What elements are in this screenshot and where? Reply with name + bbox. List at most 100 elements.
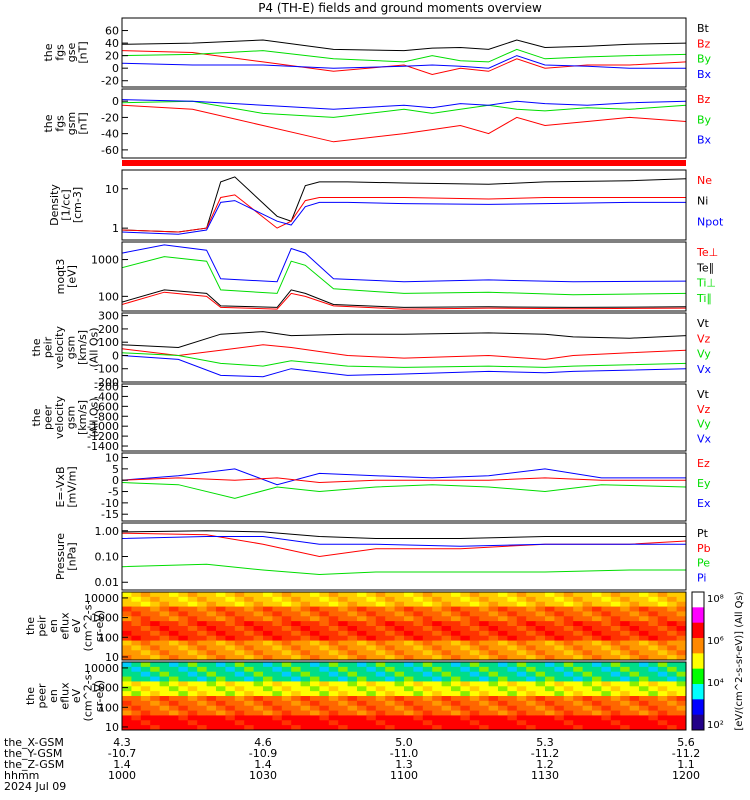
heatmap-cell	[347, 626, 358, 632]
heatmap-cell	[178, 696, 189, 702]
heatmap-cell	[516, 662, 527, 668]
y-tick-label: 1000	[91, 612, 119, 625]
heatmap-cell	[253, 640, 264, 646]
heatmap-cell	[244, 630, 255, 637]
heatmap-cell	[122, 630, 132, 637]
heatmap-cell	[357, 616, 367, 622]
heatmap-cell	[159, 635, 170, 642]
heatmap-cell	[667, 606, 678, 612]
heatmap-cell	[244, 596, 255, 603]
heatmap-cell	[225, 725, 236, 731]
heatmap-cell	[122, 621, 132, 627]
heatmap-cell	[263, 616, 273, 622]
y-tick-label: 40	[105, 37, 119, 50]
heatmap-cell	[620, 691, 631, 697]
heatmap-cell	[122, 596, 132, 603]
heatmap-cell	[554, 611, 565, 617]
heatmap-cell	[667, 705, 678, 712]
heatmap-cell	[131, 630, 142, 637]
heatmap-cell	[535, 630, 546, 637]
heatmap-cell	[667, 616, 678, 622]
heatmap-cell	[413, 655, 424, 661]
heatmap-cell	[676, 666, 687, 673]
heatmap-cell	[629, 630, 640, 637]
heatmap-cell	[178, 655, 189, 661]
heatmap-cell	[592, 606, 602, 612]
heatmap-cell	[366, 671, 377, 678]
heatmap-cell	[422, 705, 433, 712]
heatmap-cell	[310, 611, 320, 617]
heatmap-cell	[319, 621, 330, 627]
heatmap-cell	[122, 715, 132, 721]
heatmap-cell	[150, 705, 161, 712]
heatmap-cell	[140, 696, 151, 702]
heatmap-cell	[554, 630, 565, 637]
heatmap-cell	[206, 725, 217, 731]
heatmap-cell	[263, 676, 273, 682]
series-line-black	[121, 289, 687, 308]
heatmap-cell	[357, 662, 367, 668]
heatmap-cell	[573, 720, 584, 726]
heatmap-cell	[253, 601, 264, 608]
heatmap-cell	[197, 601, 208, 608]
heatmap-cell	[573, 592, 584, 598]
heatmap-cell	[385, 681, 396, 687]
heatmap-cell	[610, 596, 621, 603]
y-axis-label-line: fgs	[54, 44, 67, 61]
heatmap-cell	[263, 611, 273, 617]
heatmap-cell	[197, 691, 208, 697]
series-line-red	[121, 344, 687, 360]
heatmap-cell	[328, 671, 339, 678]
series-line-green	[121, 482, 687, 499]
heatmap-cell	[197, 671, 208, 678]
heatmap-cell	[469, 592, 480, 598]
colorbar-tick-label: 10⁸	[707, 594, 724, 605]
heatmap-cell	[432, 630, 443, 637]
heatmap-cell	[516, 715, 527, 721]
heatmap-cell	[404, 696, 414, 702]
heatmap-cell	[563, 686, 574, 692]
heatmap-cell	[347, 650, 358, 656]
series-line-black	[121, 39, 687, 52]
heatmap-cell	[545, 640, 555, 646]
heatmap-cell	[206, 666, 217, 673]
heatmap-cell	[573, 606, 584, 612]
heatmap-cell	[639, 606, 649, 612]
heatmap-cell	[639, 626, 649, 632]
legend-Bx: Bx	[697, 68, 712, 81]
heatmap-cell	[310, 666, 320, 673]
heatmap-cell	[545, 630, 555, 637]
colorbar-tick-label: 10²	[707, 720, 724, 731]
heatmap-cell	[319, 700, 330, 707]
y-axis-label-line: peer	[42, 405, 55, 431]
heatmap-cell	[394, 626, 405, 632]
heatmap-cell	[347, 715, 358, 721]
heatmap-cell	[159, 640, 170, 646]
heatmap-cell	[319, 691, 330, 697]
heatmap-cell	[404, 650, 414, 656]
heatmap-cell	[629, 676, 640, 682]
heatmap-cell	[281, 715, 292, 721]
heatmap-cell	[460, 696, 471, 702]
heatmap-cell	[648, 616, 659, 622]
heatmap-cell	[592, 635, 602, 642]
heatmap-cell	[206, 616, 217, 622]
heatmap-cell	[488, 601, 499, 608]
heatmap-cell	[620, 705, 631, 712]
heatmap-cell	[648, 696, 659, 702]
heatmap-cell	[573, 696, 584, 702]
heatmap-cell	[244, 700, 255, 707]
heatmap-cell	[554, 606, 565, 612]
heatmap-cell	[131, 676, 142, 682]
heatmap-cell	[620, 640, 631, 646]
heatmap-cell	[592, 611, 602, 617]
heatmap-cell	[526, 606, 537, 612]
heatmap-cell	[535, 705, 546, 712]
heatmap-cell	[300, 645, 311, 651]
heatmap-cell	[385, 645, 396, 651]
heatmap-cell	[404, 725, 414, 731]
heatmap-cell	[178, 635, 189, 642]
heatmap-cell	[394, 621, 405, 627]
legend-Te∥: Te∥	[696, 261, 714, 274]
